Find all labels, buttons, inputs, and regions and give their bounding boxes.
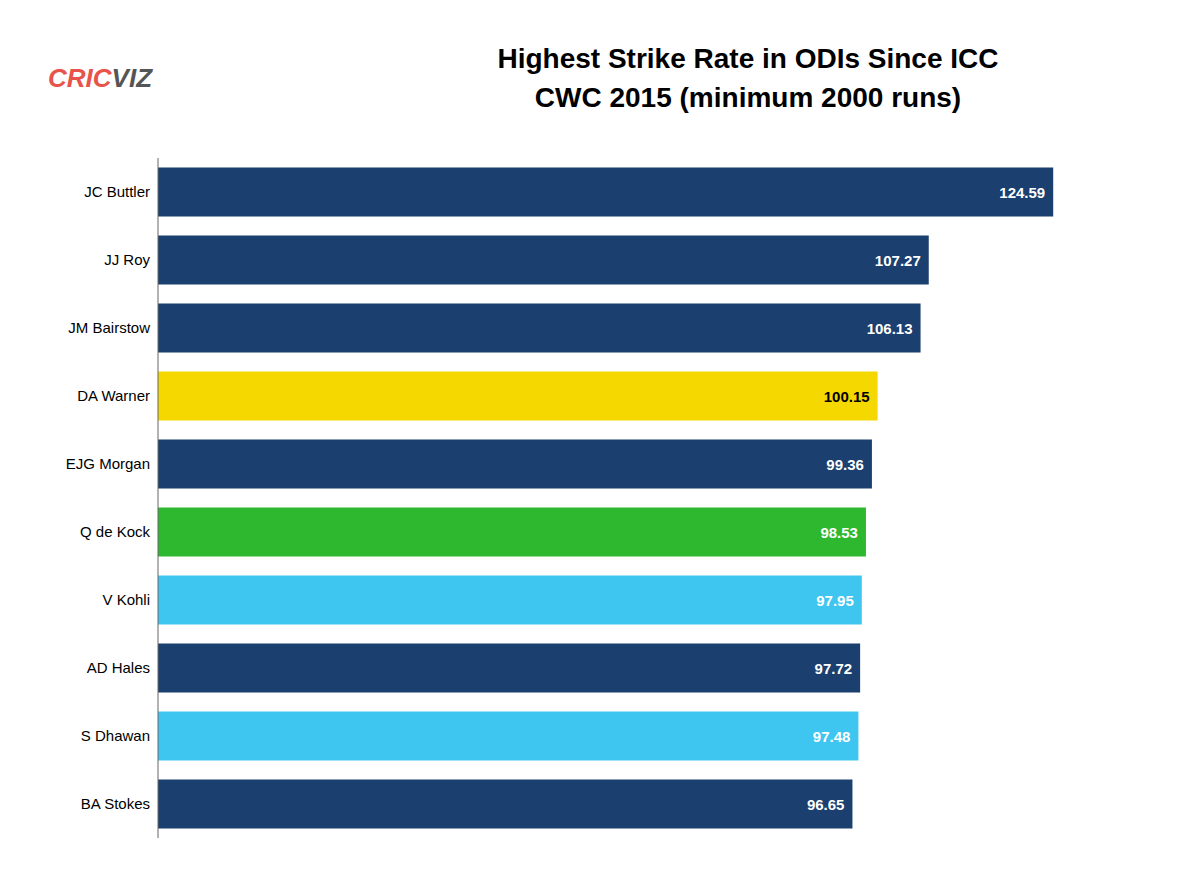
svg-text:124.59: 124.59 (999, 184, 1045, 201)
svg-text:V Kohli: V Kohli (102, 591, 150, 608)
svg-text:S Dhawan: S Dhawan (81, 727, 150, 744)
html-text:CWC 2015 (minimum 2000 runs): CWC 2015 (minimum 2000 runs) (534, 82, 962, 113)
svg-text:99.36: 99.36 (826, 456, 864, 473)
svg-text:EJG Morgan: EJG Morgan (66, 455, 150, 472)
svg-text:97.48: 97.48 (813, 728, 851, 745)
html-text:Highest Strike Rate in ODIs Si: Highest Strike Rate in ODIs Since ICC (497, 42, 999, 74)
svg-text:JJ Roy: JJ Roy (104, 251, 150, 268)
svg-text:106.13: 106.13 (867, 320, 913, 337)
svg-text:AD Hales: AD Hales (87, 659, 150, 676)
svg-text:JM Bairstow: JM Bairstow (68, 319, 150, 336)
svg-text:100.15: 100.15 (824, 388, 870, 405)
svg-text:97.72: 97.72 (815, 660, 853, 677)
svg-text:JC Buttler: JC Buttler (84, 183, 150, 200)
svg-text:DA Warner: DA Warner (77, 387, 150, 404)
svg-text:BA Stokes: BA Stokes (81, 795, 150, 812)
html-text:CRIC VIZ: CRIC VIZ (48, 62, 152, 93)
svg-text:107.27: 107.27 (875, 252, 921, 269)
svg-text:97.95: 97.95 (816, 592, 854, 609)
svg-text:Q de Kock: Q de Kock (80, 523, 151, 540)
svg-text:98.53: 98.53 (820, 524, 858, 541)
svg-text:96.65: 96.65 (807, 796, 845, 813)
